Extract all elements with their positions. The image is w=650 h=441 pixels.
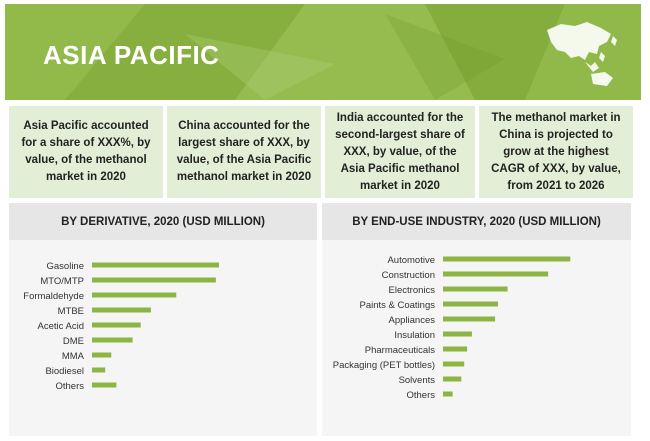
category-label: Construction xyxy=(382,270,435,281)
bar xyxy=(443,331,472,337)
category-label: Gasoline xyxy=(47,261,85,272)
category-label: Others xyxy=(55,381,84,392)
bar xyxy=(443,316,496,322)
bar xyxy=(92,307,151,313)
fact-card-china-cagr: The methanol market in China is projecte… xyxy=(479,106,633,198)
bar xyxy=(443,286,508,292)
category-label: Appliances xyxy=(389,315,436,326)
category-label: DME xyxy=(63,336,84,347)
bar xyxy=(92,322,141,328)
bar xyxy=(443,346,468,352)
category-label: MTBE xyxy=(58,306,84,317)
banner-facets xyxy=(5,4,641,100)
category-label: Solvents xyxy=(399,375,436,386)
bar xyxy=(92,262,219,268)
derivative-chart-title: BY DERIVATIVE, 2020 (USD MILLION) xyxy=(9,203,317,240)
bar xyxy=(443,391,453,397)
category-label: Paints & Coatings xyxy=(359,300,435,311)
bar xyxy=(443,376,462,382)
end-use-chart: Automotive Construction Electronics Paints … xyxy=(333,255,571,401)
bar xyxy=(92,292,177,298)
key-facts: Asia Pacific accounted for a share of XX… xyxy=(9,106,633,198)
category-label: Packaging (PET bottles) xyxy=(333,360,435,371)
asia-pacific-map-icon xyxy=(547,22,617,86)
category-label: Automotive xyxy=(387,255,435,266)
category-label: Others xyxy=(406,390,435,401)
category-label: Formaldehyde xyxy=(23,291,84,302)
category-label: Pharmaceuticals xyxy=(365,345,435,356)
fact-card-region-share: Asia Pacific accounted for a share of XX… xyxy=(9,106,163,198)
end-use-chart-title: BY END-USE INDUSTRY, 2020 (USD MILLION) xyxy=(322,203,631,240)
category-label: Insulation xyxy=(394,330,435,341)
category-label: Biodiesel xyxy=(45,366,84,377)
bar xyxy=(443,361,465,367)
bar xyxy=(92,352,112,358)
bar xyxy=(92,277,216,283)
bar xyxy=(92,382,117,388)
derivative-chart-panel: BY DERIVATIVE, 2020 (USD MILLION) Gasoli… xyxy=(9,203,317,436)
region-banner: ASIA PACIFIC xyxy=(5,4,641,100)
category-label: Acetic Acid xyxy=(38,321,84,332)
category-label: MTO/MTP xyxy=(40,276,84,287)
derivative-chart: Gasoline MTO/MTP Formaldehyde MTBE Acetic Ac… xyxy=(23,261,219,392)
bar xyxy=(443,256,571,262)
bar xyxy=(443,271,549,277)
end-use-chart-panel: BY END-USE INDUSTRY, 2020 (USD MILLION) … xyxy=(322,203,631,436)
category-label: Electronics xyxy=(389,285,436,296)
fact-card-india-share: India accounted for the second-largest s… xyxy=(325,106,475,198)
fact-card-china-share: China accounted for the largest share of… xyxy=(167,106,321,198)
bar xyxy=(92,337,133,343)
bar xyxy=(443,301,498,307)
bar xyxy=(92,367,106,373)
category-label: MMA xyxy=(62,351,85,362)
region-title: ASIA PACIFIC xyxy=(43,40,220,70)
